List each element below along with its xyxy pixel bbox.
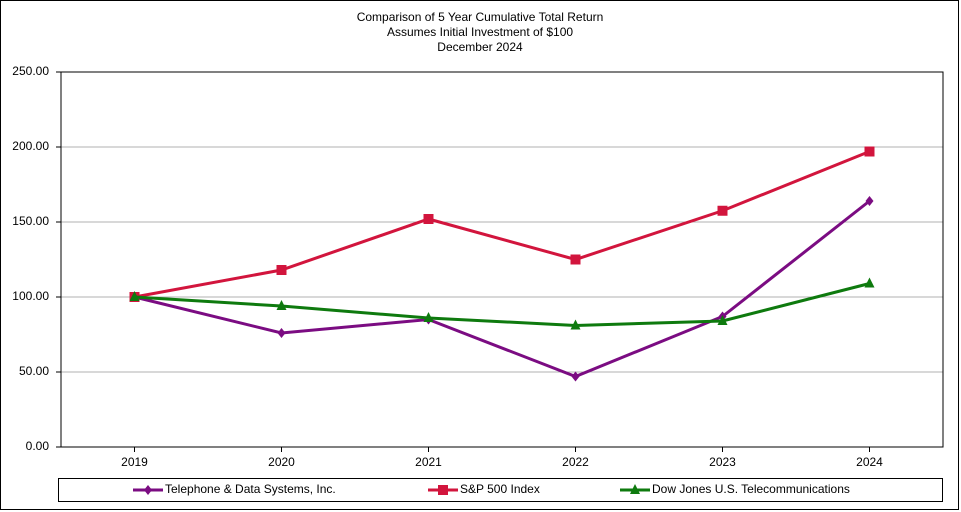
- line: [134, 150, 871, 299]
- marker: [864, 277, 875, 288]
- marker: [717, 205, 728, 216]
- marker: [571, 371, 580, 382]
- chart-title: Comparison of 5 Year Cumulative Total Re…: [357, 10, 604, 24]
- plot-area: [60, 71, 944, 448]
- y-tick-label: 150.00: [12, 214, 49, 228]
- marker: [570, 254, 581, 265]
- marker: [276, 300, 287, 310]
- legend-box: [58, 478, 943, 502]
- marker: [717, 315, 728, 325]
- x-tick-label: 2019: [121, 455, 148, 469]
- legend-label: Dow Jones U.S. Telecommunications: [652, 482, 850, 496]
- marker: [438, 485, 448, 495]
- legend-label: S&P 500 Index: [460, 482, 540, 496]
- x-tick-label: 2022: [562, 455, 589, 469]
- y-tick-label: 100.00: [12, 289, 49, 303]
- line: [134, 282, 870, 328]
- chart-title: Assumes Initial Investment of $100: [387, 25, 573, 39]
- marker: [276, 265, 287, 275]
- chart-title: December 2024: [437, 40, 523, 54]
- x-tick-label: 2023: [709, 455, 736, 469]
- marker: [144, 485, 152, 495]
- marker: [865, 196, 874, 206]
- x-tick-label: 2021: [415, 455, 442, 469]
- marker: [129, 291, 140, 301]
- marker: [630, 484, 640, 494]
- y-tick-label: 50.00: [19, 364, 49, 378]
- marker: [570, 319, 581, 330]
- line: [134, 199, 871, 379]
- marker: [423, 312, 434, 322]
- marker: [864, 146, 875, 157]
- x-tick-label: 2020: [268, 455, 295, 469]
- y-tick-label: 200.00: [12, 139, 49, 153]
- marker: [277, 328, 286, 338]
- y-tick-label: 250.00: [12, 64, 49, 78]
- marker: [423, 214, 434, 224]
- legend-label: Telephone & Data Systems, Inc.: [165, 482, 336, 496]
- x-tick-label: 2024: [856, 455, 883, 469]
- y-tick-label: 0.00: [26, 439, 50, 453]
